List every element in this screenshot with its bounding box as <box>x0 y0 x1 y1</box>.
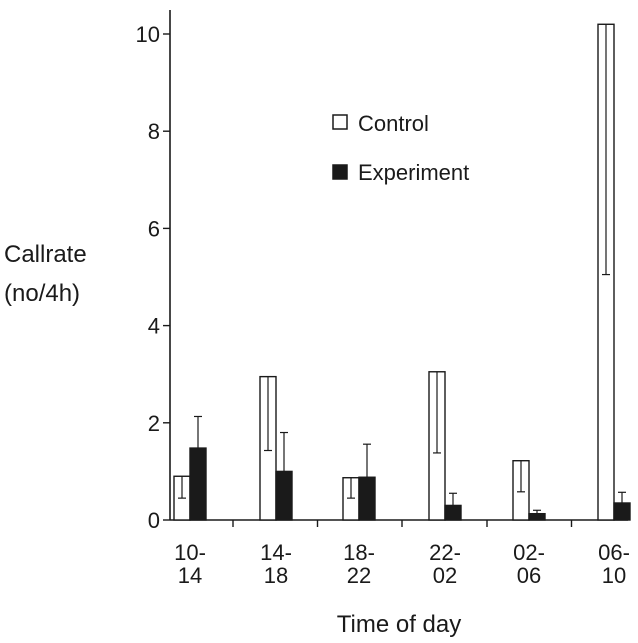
legend-label-experiment: Experiment <box>358 160 469 185</box>
y-tick-label: 2 <box>148 411 160 436</box>
x-tick-label: 14- <box>260 540 292 565</box>
bar-experiment <box>444 504 462 521</box>
axes <box>163 10 628 527</box>
x-tick-label: 10- <box>174 540 206 565</box>
y-tick-label: 6 <box>148 216 160 241</box>
x-tick-label: 14 <box>178 563 202 588</box>
x-tick-label: 10 <box>602 563 626 588</box>
x-tick-label: 18 <box>264 563 288 588</box>
legend-swatch-control <box>332 114 348 130</box>
y-tick-label: 4 <box>148 314 160 339</box>
bars <box>173 23 631 521</box>
y-axis-title-line1: Callrate <box>4 241 87 268</box>
x-tick-label: 06 <box>517 563 541 588</box>
bar-experiment <box>358 476 376 521</box>
y-tick-label: 0 <box>148 508 160 533</box>
x-tick-label: 06- <box>598 540 630 565</box>
bar-experiment <box>189 447 207 521</box>
y-axis-title-line2: (no/4h) <box>4 280 80 307</box>
y-axis-title: Callrate (no/4h) <box>4 241 87 307</box>
x-tick-label: 18- <box>343 540 375 565</box>
bar-experiment <box>528 512 546 521</box>
x-tick-label: 02 <box>433 563 457 588</box>
legend-swatch-experiment <box>332 164 348 180</box>
x-tick-label: 22- <box>429 540 461 565</box>
bar-experiment <box>275 470 293 521</box>
x-tick-label: 22 <box>347 563 371 588</box>
error-bars <box>178 24 626 514</box>
bar-experiment <box>613 502 631 521</box>
y-tick-label: 10 <box>136 22 160 47</box>
legend-label-control: Control <box>358 111 429 136</box>
x-tick-label: 02- <box>513 540 545 565</box>
legend: Control Experiment <box>332 111 469 185</box>
x-axis-title: Time of day <box>337 611 462 638</box>
y-tick-label: 8 <box>148 119 160 144</box>
